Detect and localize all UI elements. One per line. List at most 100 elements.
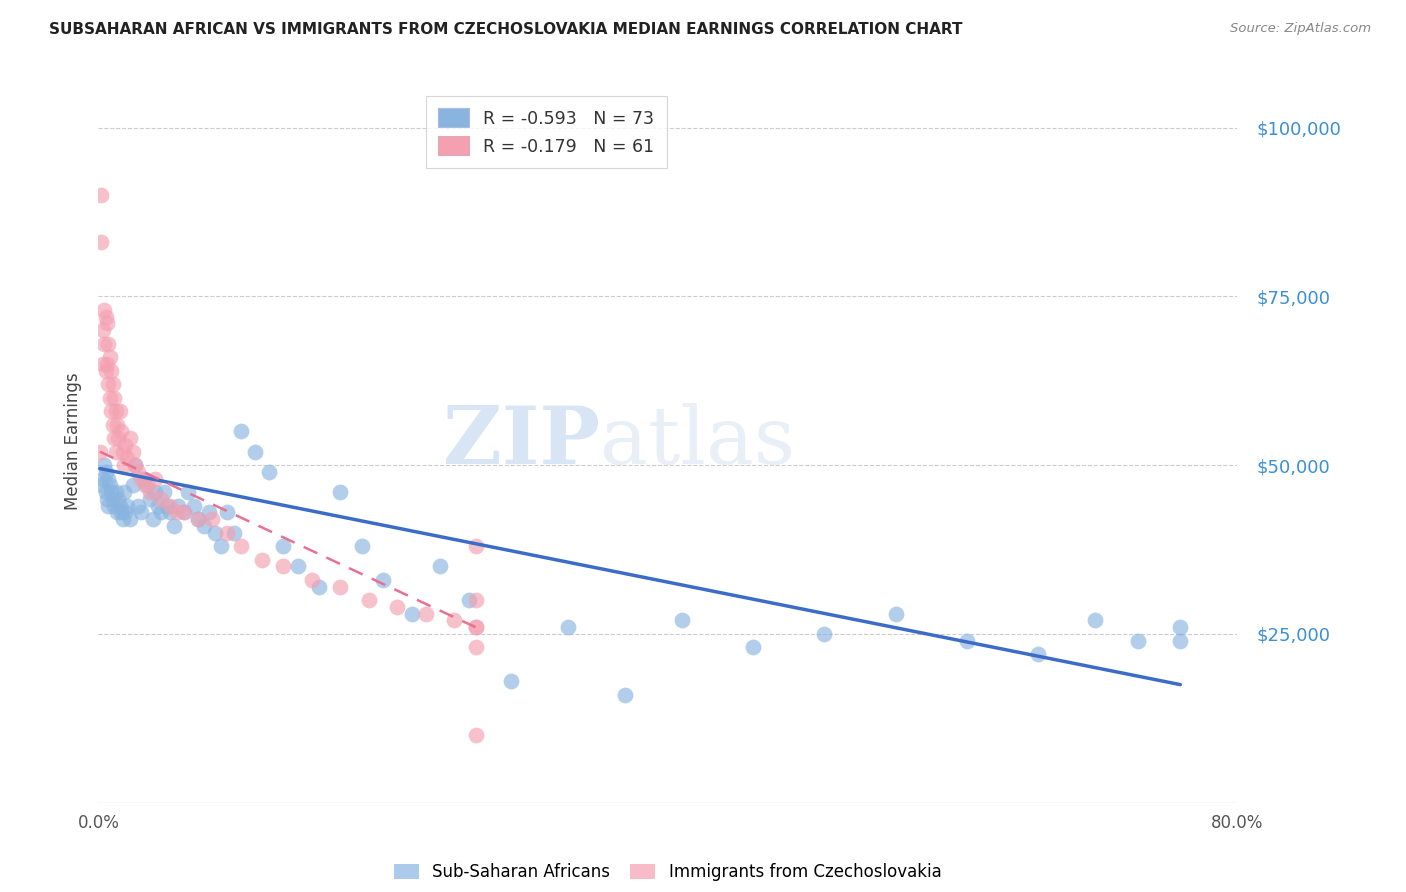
Point [156,499,179,513]
Point [124,458,146,472]
Point [387,599,409,614]
Point [138,485,160,500]
Point [229,425,252,439]
Point [93,302,115,317]
Point [114,438,136,452]
Point [97,499,120,513]
Point [118,431,141,445]
Point [100,485,122,500]
Point [89,444,111,458]
Text: SUBSAHARAN AFRICAN VS IMMIGRANTS FROM CZECHOSLOVAKIA MEDIAN EARNINGS CORRELATION: SUBSAHARAN AFRICAN VS IMMIGRANTS FROM CZ… [49,22,963,37]
Point [107,431,129,445]
Point [134,478,156,492]
Point [1026,647,1049,661]
Point [250,552,273,566]
Point [301,573,323,587]
Point [101,491,124,506]
Point [287,559,309,574]
Point [96,317,118,331]
Point [153,485,176,500]
Point [201,512,224,526]
Point [94,465,117,479]
Point [464,620,486,634]
Point [464,640,486,655]
Point [101,417,124,432]
Point [173,505,195,519]
Point [98,350,121,364]
Text: Source: ZipAtlas.com: Source: ZipAtlas.com [1230,22,1371,36]
Point [215,505,238,519]
Point [94,310,117,324]
Point [129,472,152,486]
Point [115,451,138,466]
Point [187,512,209,526]
Point [97,472,120,486]
Point [614,688,637,702]
Point [198,505,221,519]
Point [1170,620,1192,634]
Point [105,505,128,519]
Point [742,640,765,655]
Point [163,519,186,533]
Point [187,512,209,526]
Point [101,377,124,392]
Point [98,478,121,492]
Point [129,505,152,519]
Text: ZIP: ZIP [443,402,599,481]
Point [93,336,115,351]
Point [114,505,136,519]
Point [111,444,134,458]
Point [121,444,143,458]
Point [115,499,138,513]
Text: atlas: atlas [599,402,794,481]
Point [1126,633,1149,648]
Point [127,465,149,479]
Point [457,593,479,607]
Point [273,539,295,553]
Point [429,559,451,574]
Point [97,377,120,392]
Point [90,188,112,202]
Point [373,573,395,587]
Point [145,485,167,500]
Point [132,472,155,486]
Point [100,404,122,418]
Point [464,728,486,742]
Point [112,485,135,500]
Point [96,357,118,371]
Point [91,472,114,486]
Point [103,391,125,405]
Point [401,607,423,621]
Point [127,499,149,513]
Point [94,364,117,378]
Point [103,499,125,513]
Point [209,539,232,553]
Point [273,559,295,574]
Point [104,485,127,500]
Point [173,505,195,519]
Point [259,465,281,479]
Point [111,512,134,526]
Point [104,404,127,418]
Point [135,478,157,492]
Point [103,431,125,445]
Point [141,512,163,526]
Point [415,607,437,621]
Point [215,525,238,540]
Point [166,505,188,519]
Y-axis label: Median Earnings: Median Earnings [65,373,83,510]
Point [464,620,486,634]
Point [150,491,173,506]
Point [159,505,181,519]
Point [138,491,160,506]
Point [177,485,200,500]
Point [159,499,181,513]
Point [229,539,252,553]
Point [150,505,173,519]
Point [108,499,131,513]
Point [121,478,143,492]
Point [557,620,579,634]
Point [110,425,132,439]
Point [107,491,129,506]
Point [110,505,132,519]
